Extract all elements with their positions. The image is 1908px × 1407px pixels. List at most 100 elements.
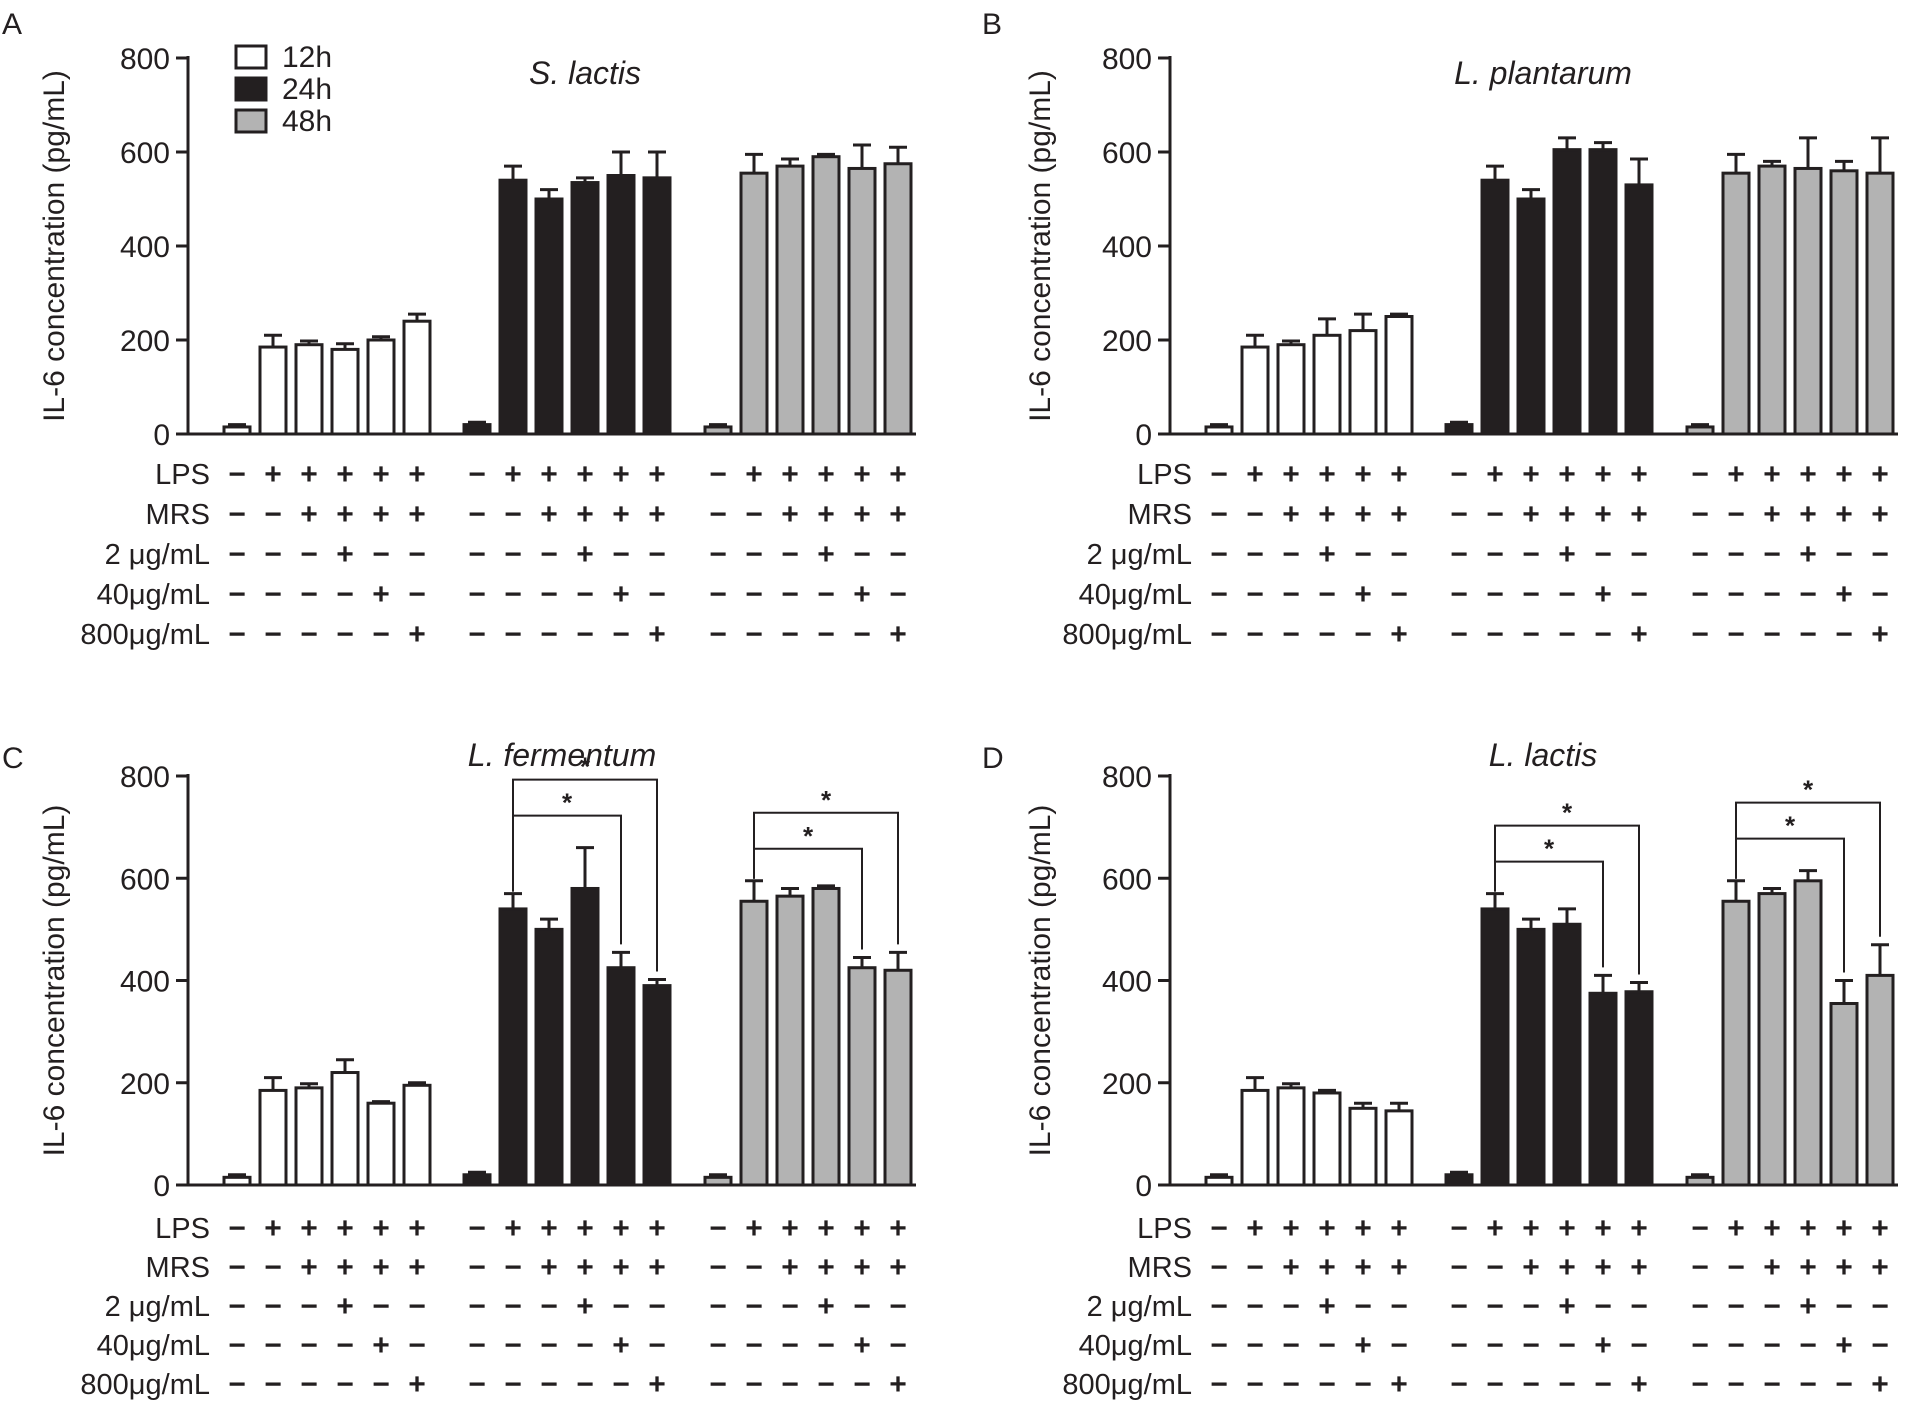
bar-24h (1624, 183, 1654, 436)
treatment-sign: − (408, 1290, 426, 1323)
treatment-sign: − (1835, 618, 1853, 651)
treatment-sign: − (1450, 458, 1468, 491)
treatment-sign: − (1522, 1290, 1540, 1323)
treatment-sign: + (612, 578, 630, 611)
treatment-sign: + (1594, 1251, 1612, 1284)
treatment-sign: + (1630, 1212, 1648, 1245)
bar-12h (222, 425, 252, 436)
bar-48h (847, 966, 877, 1187)
treatment-sign: − (264, 498, 282, 531)
treatment-sign: + (1558, 1212, 1576, 1245)
treatment-sign: + (576, 498, 594, 531)
treatment-sign: − (1763, 1290, 1781, 1323)
bar-24h (498, 178, 528, 436)
treatment-sign: − (1691, 1251, 1709, 1284)
treatment-sign: − (1486, 538, 1504, 571)
y-tick-label: 400 (120, 966, 170, 999)
bar-12h (1276, 1086, 1306, 1187)
treatment-sign: − (1558, 618, 1576, 651)
y-tick-label: 0 (1135, 1170, 1152, 1203)
treatment-row-label: 2 μg/mL (1087, 1291, 1192, 1323)
treatment-sign: − (1486, 1251, 1504, 1284)
treatment-sign: − (1691, 458, 1709, 491)
bar-24h (1444, 423, 1474, 436)
treatment-sign: − (228, 498, 246, 531)
treatment-sign: − (745, 1329, 763, 1362)
treatment-sign: − (1522, 578, 1540, 611)
y-tick-label: 800 (1102, 761, 1152, 794)
treatment-sign: − (228, 1212, 246, 1245)
treatment-sign: − (1486, 578, 1504, 611)
treatment-sign: − (1727, 1290, 1745, 1323)
treatment-sign: + (612, 1212, 630, 1245)
treatment-sign: − (1210, 1368, 1228, 1401)
treatment-sign: + (540, 458, 558, 491)
treatment-sign: − (1871, 1329, 1889, 1362)
treatment-sign: + (1318, 538, 1336, 571)
treatment-sign: + (1727, 1212, 1745, 1245)
treatment-row-label: LPS (1137, 1213, 1192, 1245)
bar-24h (1588, 991, 1618, 1187)
treatment-sign: − (1799, 1329, 1817, 1362)
treatment-sign: − (709, 458, 727, 491)
treatment-sign: + (1390, 618, 1408, 651)
treatment-sign: − (853, 618, 871, 651)
bar-12h (1276, 343, 1306, 436)
treatment-sign: − (336, 578, 354, 611)
treatment-sign: − (817, 618, 835, 651)
treatment-sign: + (1630, 618, 1648, 651)
treatment-sign: − (300, 1368, 318, 1401)
treatment-sign: − (1450, 618, 1468, 651)
treatment-sign: − (228, 618, 246, 651)
treatment-sign: + (889, 1251, 907, 1284)
treatment-sign: − (781, 618, 799, 651)
treatment-sign: − (1799, 1368, 1817, 1401)
treatment-sign: + (1318, 1212, 1336, 1245)
bar-12h (1240, 1088, 1270, 1187)
bar-24h (1588, 148, 1618, 436)
bar-12h (330, 347, 360, 436)
treatment-row-label: 800μg/mL (80, 619, 210, 651)
treatment-sign: − (781, 1368, 799, 1401)
treatment-sign: − (1763, 1368, 1781, 1401)
panel-title: L. fermentum (468, 737, 657, 773)
bar-12h (222, 1175, 252, 1187)
treatment-sign: + (1871, 458, 1889, 491)
bar-12h (294, 343, 324, 436)
treatment-sign: − (228, 1368, 246, 1401)
treatment-sign: + (372, 498, 390, 531)
bar-12h (1348, 329, 1378, 436)
y-tick-label: 400 (120, 231, 170, 264)
treatment-sign: + (504, 1212, 522, 1245)
treatment-sign: − (1594, 538, 1612, 571)
treatment-sign: − (853, 1290, 871, 1323)
bar-48h (1865, 171, 1895, 436)
treatment-sign: − (264, 1329, 282, 1362)
bar-48h (1685, 425, 1715, 436)
treatment-sign: + (648, 1212, 666, 1245)
treatment-sign: − (709, 1251, 727, 1284)
treatment-sign: + (300, 1212, 318, 1245)
treatment-sign: − (468, 1251, 486, 1284)
bar-24h (462, 423, 492, 436)
treatment-sign: + (1835, 1251, 1853, 1284)
treatment-sign: + (648, 1368, 666, 1401)
bar-48h (775, 164, 805, 436)
treatment-sign: + (1354, 578, 1372, 611)
bar-12h (1312, 1091, 1342, 1187)
treatment-sign: − (408, 538, 426, 571)
treatment-sign: − (1691, 1368, 1709, 1401)
treatment-sign: − (648, 538, 666, 571)
treatment-row-label: LPS (155, 459, 210, 491)
treatment-sign: − (504, 618, 522, 651)
treatment-sign: − (612, 1290, 630, 1323)
treatment-sign: + (889, 1212, 907, 1245)
treatment-sign: − (504, 1329, 522, 1362)
y-tick-label: 200 (120, 325, 170, 358)
panel-letter: A (2, 8, 22, 41)
treatment-sign: + (1354, 1212, 1372, 1245)
treatment-sign: − (1246, 618, 1264, 651)
treatment-sign: − (1727, 498, 1745, 531)
treatment-sign: − (468, 538, 486, 571)
